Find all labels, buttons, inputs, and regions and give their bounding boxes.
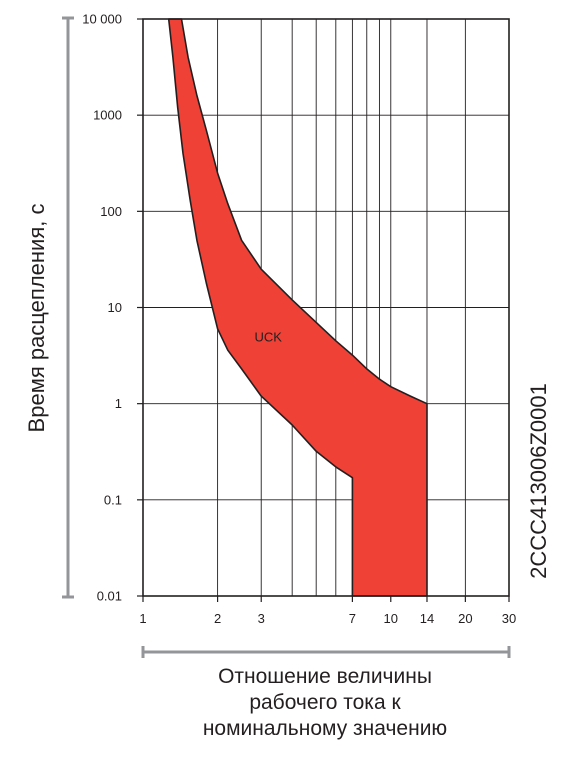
x-axis-title-line-1: Отношение величины [218, 665, 432, 688]
y-axis-title: Время расцепления, с [24, 204, 49, 433]
x-axis-bar [141, 646, 511, 658]
x-tick-label-3: 7 [349, 611, 356, 626]
y-tick-label-5: 1000 [93, 108, 122, 123]
y-tick-label-3: 10 [108, 300, 122, 315]
y-tick-label-0: 0.01 [97, 589, 122, 604]
y-tick-label-2: 1 [115, 396, 122, 411]
x-tick-label-6: 20 [458, 611, 472, 626]
x-tick-label-7: 30 [502, 611, 516, 626]
x-tick-label-0: 1 [139, 611, 146, 626]
x-tick-label-4: 10 [384, 611, 398, 626]
series-label-uck: UCK [254, 329, 282, 344]
x-tick-label-5: 14 [420, 611, 434, 626]
x-tick-labels: 1 2 3 7 10 14 20 30 [139, 611, 516, 626]
x-axis-title-line-3: номинальному значению [203, 717, 447, 740]
x-tick-label-1: 2 [214, 611, 221, 626]
y-tick-label-6: 10 000 [82, 12, 122, 27]
x-axis-title-line-2: рабочего тока к [249, 691, 401, 714]
y-tick-label-1: 0.1 [104, 492, 122, 507]
y-axis-bar [62, 16, 74, 599]
image-code: 2CCC413006Z0001 [526, 383, 551, 579]
y-tick-labels: 0.01 0.1 1 10 100 1000 10 000 [82, 12, 122, 604]
y-tick-label-4: 100 [100, 204, 122, 219]
plot-frame [137, 18, 510, 602]
x-tick-label-2: 3 [258, 611, 265, 626]
